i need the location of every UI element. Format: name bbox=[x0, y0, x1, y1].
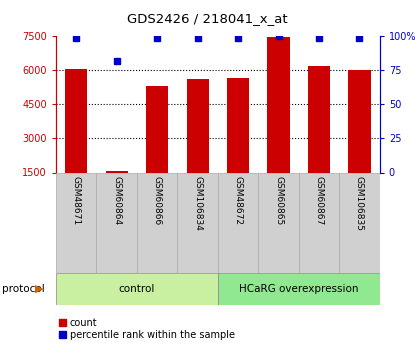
Text: control: control bbox=[119, 284, 155, 294]
Bar bbox=[308, 66, 330, 172]
Text: GSM106834: GSM106834 bbox=[193, 176, 202, 230]
Bar bbox=[65, 69, 88, 172]
Bar bbox=[105, 171, 128, 172]
Text: GSM48671: GSM48671 bbox=[72, 176, 81, 225]
Bar bbox=[218, 273, 380, 305]
Text: GSM60864: GSM60864 bbox=[112, 176, 121, 225]
Text: GDS2426 / 218041_x_at: GDS2426 / 218041_x_at bbox=[127, 12, 288, 25]
Bar bbox=[299, 172, 339, 273]
Text: ▶: ▶ bbox=[35, 284, 43, 294]
Bar bbox=[137, 172, 178, 273]
Bar bbox=[339, 172, 380, 273]
Bar bbox=[258, 172, 299, 273]
Bar bbox=[218, 172, 259, 273]
Bar bbox=[97, 172, 137, 273]
Bar bbox=[146, 86, 168, 172]
Bar bbox=[227, 78, 249, 172]
Bar bbox=[267, 37, 290, 172]
Text: HCaRG overexpression: HCaRG overexpression bbox=[239, 284, 359, 294]
Bar bbox=[56, 273, 218, 305]
Bar bbox=[178, 172, 218, 273]
Text: GSM106835: GSM106835 bbox=[355, 176, 364, 230]
Legend: count, percentile rank within the sample: count, percentile rank within the sample bbox=[59, 318, 234, 340]
Text: GSM60865: GSM60865 bbox=[274, 176, 283, 225]
Text: GSM48672: GSM48672 bbox=[234, 176, 243, 225]
Text: GSM60866: GSM60866 bbox=[153, 176, 162, 225]
Bar bbox=[348, 70, 371, 172]
Text: protocol: protocol bbox=[2, 284, 45, 294]
Bar bbox=[56, 172, 97, 273]
Bar bbox=[186, 79, 209, 172]
Text: GSM60867: GSM60867 bbox=[315, 176, 324, 225]
